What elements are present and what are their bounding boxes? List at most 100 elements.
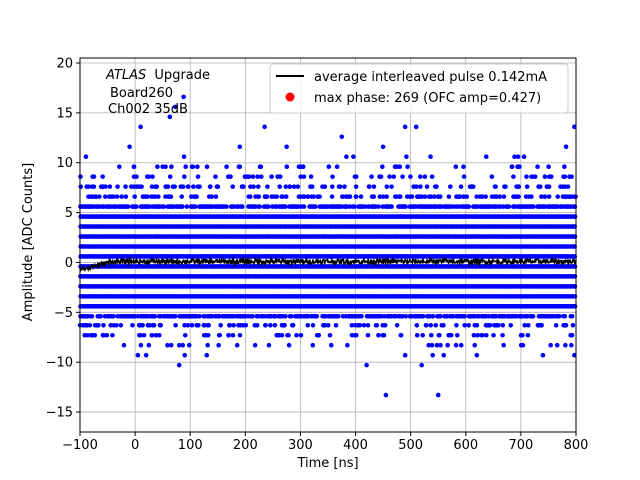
sample-point — [345, 342, 350, 348]
sample-point — [497, 194, 502, 199]
sample-point — [309, 194, 315, 199]
sample-point — [508, 322, 514, 328]
sample-point — [479, 332, 485, 338]
sample-point — [546, 194, 552, 199]
sample-point — [454, 322, 459, 328]
sample-point — [314, 332, 320, 338]
sample-point-outlier — [474, 352, 480, 358]
sample-point — [265, 184, 270, 189]
sample-point — [225, 174, 231, 179]
sample-point — [101, 322, 106, 328]
sample-point — [308, 184, 313, 189]
sample-point — [524, 174, 529, 179]
sample-point — [369, 174, 374, 179]
sample-point — [327, 332, 333, 338]
sample-point — [525, 332, 531, 338]
sample-point — [151, 322, 157, 328]
sample-point — [89, 314, 95, 319]
sample-point — [491, 332, 496, 338]
sample-point — [257, 164, 263, 170]
sample-point-outlier — [284, 144, 289, 150]
sample-point — [506, 204, 512, 209]
sample-point — [190, 164, 196, 170]
sample-point — [520, 342, 526, 348]
sample-point — [405, 164, 410, 170]
sample-point — [89, 332, 94, 338]
sample-point — [217, 332, 223, 338]
sample-point — [539, 194, 544, 199]
sample-point — [466, 204, 472, 209]
sample-point — [466, 322, 471, 328]
sample-point-outlier — [413, 124, 419, 130]
sample-point — [213, 194, 219, 199]
sample-point — [226, 332, 231, 338]
sample-point — [441, 322, 446, 328]
sample-point — [237, 332, 243, 338]
sample-point — [501, 342, 506, 348]
sample-point — [376, 332, 381, 338]
y-tick-label: −10 — [46, 356, 73, 371]
sample-point — [521, 154, 527, 160]
sample-point — [563, 342, 568, 348]
sample-point — [357, 322, 363, 328]
sample-point — [472, 342, 478, 348]
sample-point — [114, 194, 120, 199]
sample-point — [325, 322, 331, 328]
sample-point — [197, 314, 202, 319]
sample-point — [453, 164, 459, 170]
sample-point-outlier — [540, 352, 546, 358]
sample-point — [250, 314, 255, 319]
sample-point — [181, 154, 187, 160]
sample-point — [398, 332, 404, 338]
sample-point — [358, 194, 364, 199]
sample-point-outlier — [380, 144, 386, 150]
sample-point — [313, 204, 318, 209]
y-tick-label: −5 — [54, 306, 73, 321]
sample-point — [569, 314, 575, 319]
sample-point — [310, 342, 316, 348]
sample-point — [380, 164, 385, 170]
sample-point — [168, 194, 173, 199]
sample-point — [266, 204, 271, 209]
sample-point — [404, 154, 409, 160]
sample-point — [180, 184, 186, 189]
sample-point — [182, 174, 187, 179]
sample-point — [458, 342, 464, 348]
sample-point — [258, 174, 264, 179]
sample-point — [204, 164, 210, 170]
sample-point — [305, 322, 311, 328]
sample-point — [215, 184, 221, 189]
sample-point — [464, 194, 470, 199]
sample-point — [404, 194, 410, 199]
y-tick-label: 15 — [56, 106, 73, 121]
sample-point — [394, 322, 400, 328]
sample-point — [262, 194, 268, 199]
sample-point — [555, 194, 561, 199]
sample-point — [330, 174, 335, 179]
x-tick-label: 100 — [178, 438, 203, 453]
sample-point — [500, 332, 505, 338]
sample-point — [94, 322, 100, 328]
sample-point — [376, 204, 381, 209]
sample-point — [458, 184, 464, 189]
sample-point — [353, 174, 359, 179]
sample-point — [353, 194, 359, 199]
x-axis-label: Time [ns] — [296, 456, 358, 471]
sample-point — [377, 174, 382, 179]
sample-point — [361, 322, 367, 328]
sample-point — [207, 184, 213, 189]
sample-point — [516, 184, 521, 189]
sample-point — [314, 314, 320, 319]
sample-point — [351, 154, 356, 160]
sample-point — [172, 184, 178, 189]
sample-point — [90, 174, 95, 179]
sample-point — [334, 164, 340, 170]
sample-point — [297, 194, 303, 199]
sample-point — [461, 174, 467, 179]
sample-point — [446, 332, 451, 338]
sample-point — [572, 234, 578, 239]
sample-point — [389, 184, 394, 189]
sample-point — [572, 304, 578, 309]
sample-point — [182, 332, 188, 338]
sample-point — [428, 154, 433, 160]
